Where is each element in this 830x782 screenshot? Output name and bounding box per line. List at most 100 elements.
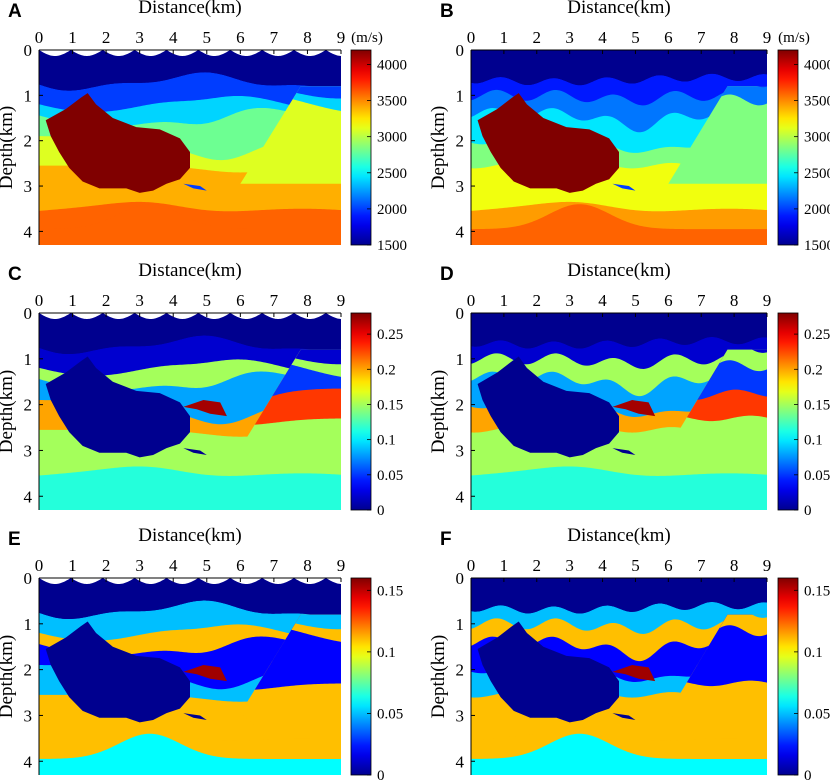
lens-body [183,665,227,682]
y-tick-label: 0 [456,569,465,588]
x-tick-label: 6 [236,291,245,310]
colorbar-tick-label: 0.25 [804,327,830,343]
y-tick-label: 1 [456,86,465,105]
colorbar-unit: (m/s) [351,30,383,46]
x-tick-label: 1 [68,291,77,310]
y-tick-label: 4 [24,487,33,506]
sea-surface [39,313,341,319]
colorbar [777,312,799,511]
x-tick-label: 5 [631,556,640,575]
layer-water [471,313,767,349]
y-tick-label: 3 [456,706,465,725]
colorbar [350,577,372,776]
panel-letter: B [440,1,454,22]
x-tick-label: 8 [730,556,739,575]
x-tick-label: 5 [631,291,640,310]
x-axis-title: Distance(km) [567,260,670,281]
colorbar [777,49,799,246]
colorbar-tick-label: 0.1 [804,645,823,661]
y-tick-label: 3 [456,441,465,460]
x-tick-label: 1 [500,291,509,310]
colorbar-tick-label: 0.15 [804,583,830,599]
lens-body [612,665,656,682]
x-tick-label: 0 [467,291,476,310]
y-tick-label: 1 [456,615,465,634]
x-tick-label: 3 [135,556,144,575]
colorbar-tick-label: 3000 [377,130,407,146]
x-tick-label: 1 [500,556,509,575]
heatmap-image [471,50,767,245]
y-tick-label: 3 [24,177,33,196]
y-tick-label: 3 [456,177,465,196]
colorbar-tick-label: 0.1 [804,433,823,449]
x-tick-label: 2 [533,556,542,575]
y-tick-label: 2 [456,132,465,151]
y-tick-label: 4 [24,752,33,771]
thin-sliver [612,183,636,191]
colorbar-tick-label: 0.05 [377,468,403,484]
x-tick-label: 3 [135,28,144,47]
thin-sliver [183,713,207,721]
colorbar-tick-label: 0.2 [804,362,823,378]
x-tick-label: 6 [664,556,673,575]
colorbar-tick-label: 0.05 [804,706,830,722]
x-tick-label: 2 [102,291,111,310]
x-tick-label: 4 [598,291,607,310]
x-tick-label: 9 [763,28,772,47]
colorbar-tick-label: 0 [804,503,812,519]
y-axis-title: Depth(km) [428,106,449,189]
sea-surface [39,50,341,56]
salt-body [477,356,619,458]
panel-letter: C [8,264,22,285]
colorbar-tick-label: 2500 [377,166,407,182]
colorbar-tick-label: 4000 [804,57,830,73]
colorbar-tick-label: 0.15 [377,583,403,599]
thin-sliver [612,448,636,456]
x-tick-label: 0 [35,28,44,47]
colorbar-tick-label: 1500 [804,238,830,254]
panel-e: 0 1 2 3 4 5 6 7 8 901234Distance(km)Depth(km)E00.… [0,525,403,782]
x-tick-label: 3 [565,556,574,575]
x-tick-label: 9 [337,291,346,310]
x-axis-title: Distance(km) [138,525,241,546]
heatmap-image [39,313,341,510]
panel-letter: F [440,529,452,550]
panel-letter: D [440,264,454,285]
x-tick-label: 8 [303,291,312,310]
y-tick-label: 4 [456,222,465,241]
y-tick-label: 4 [456,487,465,506]
x-tick-label: 5 [631,28,640,47]
salt-body [45,621,190,723]
x-tick-label: 2 [533,291,542,310]
thin-sliver [183,448,207,456]
x-tick-label: 0 [35,556,44,575]
y-tick-label: 1 [24,615,33,634]
x-tick-label: 4 [169,556,178,575]
thin-sliver [183,183,207,191]
x-tick-label: 6 [236,28,245,47]
y-tick-label: 0 [24,41,33,60]
x-tick-label: 1 [68,28,77,47]
y-tick-label: 2 [456,661,465,680]
x-axis-title: Distance(km) [138,260,241,281]
layer-water [471,50,767,86]
x-tick-label: 2 [533,28,542,47]
heatmap-image [39,50,341,245]
x-tick-label: 2 [102,556,111,575]
x-tick-label: 6 [236,556,245,575]
colorbar-tick-label: 3500 [377,94,407,110]
y-tick-label: 3 [24,706,33,725]
layer-water [39,313,341,355]
salt-body [477,621,619,723]
y-tick-label: 1 [24,350,33,369]
y-tick-label: 0 [24,569,33,588]
colorbar-tick-label: 0.1 [377,645,396,661]
x-tick-label: 4 [169,291,178,310]
x-tick-label: 5 [203,291,212,310]
colorbar-tick-label: 1500 [377,238,407,254]
y-tick-label: 0 [24,304,33,323]
x-tick-label: 0 [35,291,44,310]
y-tick-label: 0 [456,41,465,60]
y-axis-title: Depth(km) [0,635,17,718]
y-tick-label: 2 [24,132,33,151]
